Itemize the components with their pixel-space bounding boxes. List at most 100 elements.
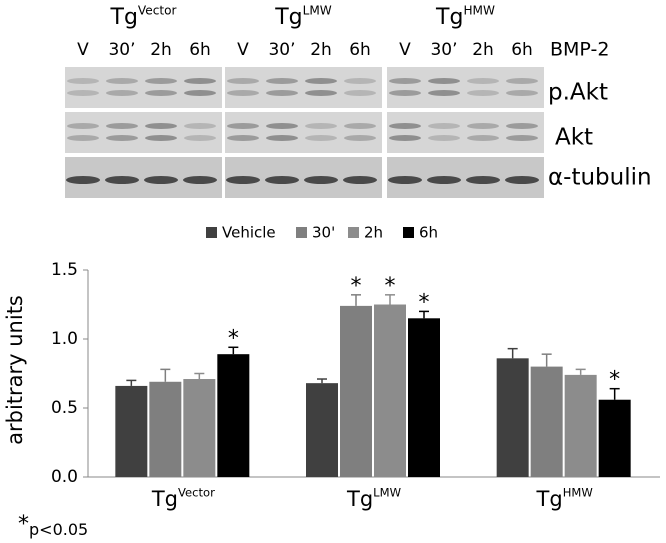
blot-band — [184, 90, 216, 96]
blot-band — [428, 135, 460, 141]
significance-marker: * — [609, 368, 620, 393]
legend-swatch — [403, 227, 414, 238]
blot-group-label: TgVector — [110, 3, 177, 30]
bar — [598, 399, 631, 477]
blot-band — [389, 135, 421, 141]
x-tick-label-base: Tg — [346, 487, 373, 511]
blot-band — [227, 123, 259, 129]
x-tick-label-sup: LMW — [373, 485, 401, 499]
legend-swatch — [348, 227, 359, 238]
significance-marker: * — [228, 326, 239, 351]
row-label: α-tubulin — [548, 165, 652, 191]
blot-band — [466, 176, 500, 184]
blot-band — [227, 135, 259, 141]
lane-label: 2h — [310, 40, 332, 60]
blot-band — [389, 123, 421, 129]
x-tick-label: TgVector — [151, 485, 215, 511]
blot-band — [344, 90, 376, 96]
blot-band — [304, 176, 338, 184]
blot-panel — [65, 112, 222, 153]
lane-label: V — [237, 40, 249, 60]
blot-group-label-sup: LMW — [303, 3, 332, 17]
x-tick-label-sup: Vector — [178, 485, 215, 499]
blot-band — [184, 135, 216, 141]
blot-panel — [387, 67, 544, 108]
bar — [149, 381, 182, 477]
blot-panel — [387, 112, 544, 153]
x-tick-label-sup: HMW — [563, 485, 594, 499]
x-tick-label-base: Tg — [151, 487, 178, 511]
blot-band — [388, 176, 422, 184]
lane-label: 2h — [150, 40, 172, 60]
blot-band — [506, 90, 538, 96]
blot-band — [106, 78, 138, 84]
blot-band — [389, 78, 421, 84]
lane-label: 6h — [349, 40, 371, 60]
footnote: *p<0.05 — [18, 512, 88, 539]
significance-marker: * — [351, 274, 362, 299]
blot-band — [67, 123, 99, 129]
row-label: Akt — [555, 125, 593, 151]
blot-band — [506, 78, 538, 84]
blot-band — [506, 135, 538, 141]
blot-group-label: TgHMW — [435, 3, 495, 30]
blot-band — [506, 123, 538, 129]
blot-band — [266, 90, 298, 96]
blot-band — [227, 90, 259, 96]
blot-band — [184, 123, 216, 129]
blot-band — [305, 90, 337, 96]
blot-band — [467, 78, 499, 84]
bar — [183, 379, 216, 477]
blot-band — [183, 176, 217, 184]
blot-band — [428, 78, 460, 84]
treatment-label: BMP-2 — [550, 39, 609, 61]
lane-label: 6h — [511, 40, 533, 60]
blot-group-label-base: Tg — [274, 5, 302, 30]
blot-band — [67, 135, 99, 141]
blot-band — [344, 135, 376, 141]
y-tick-label: 1.0 — [51, 329, 78, 349]
bar — [564, 374, 597, 477]
bar — [340, 305, 372, 477]
blot-band — [145, 135, 177, 141]
legend-swatch — [206, 227, 217, 238]
legend-label: 6h — [419, 224, 438, 242]
bar — [530, 366, 563, 477]
blot-band — [344, 123, 376, 129]
blot-band — [266, 78, 298, 84]
bar — [408, 318, 440, 477]
blot-band — [305, 78, 337, 84]
y-axis-label: arbitrary units — [3, 295, 27, 445]
bar — [374, 304, 406, 477]
blot-group-label-base: Tg — [110, 5, 138, 30]
legend-label: Vehicle — [222, 224, 276, 242]
significance-marker: * — [419, 290, 430, 315]
lane-label: 30’ — [268, 40, 295, 60]
blot-band — [467, 123, 499, 129]
significance-marker: * — [385, 274, 396, 299]
bar — [115, 385, 148, 477]
bar — [496, 358, 529, 477]
lane-label: 30’ — [108, 40, 135, 60]
blot-band — [145, 123, 177, 129]
blot-band — [265, 176, 299, 184]
lane-label: V — [399, 40, 411, 60]
blot-band — [467, 90, 499, 96]
blot-panel — [65, 67, 222, 108]
row-label: p.Akt — [548, 80, 608, 106]
blot-band — [144, 176, 178, 184]
y-tick-label: 1.5 — [51, 260, 78, 280]
blot-band — [266, 135, 298, 141]
blot-band — [67, 78, 99, 84]
blot-band — [343, 176, 377, 184]
legend-label: 2h — [364, 224, 383, 242]
blot-band — [344, 78, 376, 84]
blot-band — [227, 78, 259, 84]
blot-band — [184, 78, 216, 84]
blot-band — [67, 90, 99, 96]
blot-band — [266, 123, 298, 129]
footnote-text: p<0.05 — [29, 520, 88, 539]
blot-band — [145, 90, 177, 96]
blot-group-label-sup: HMW — [463, 3, 495, 17]
y-tick-label: 0.0 — [51, 467, 78, 487]
